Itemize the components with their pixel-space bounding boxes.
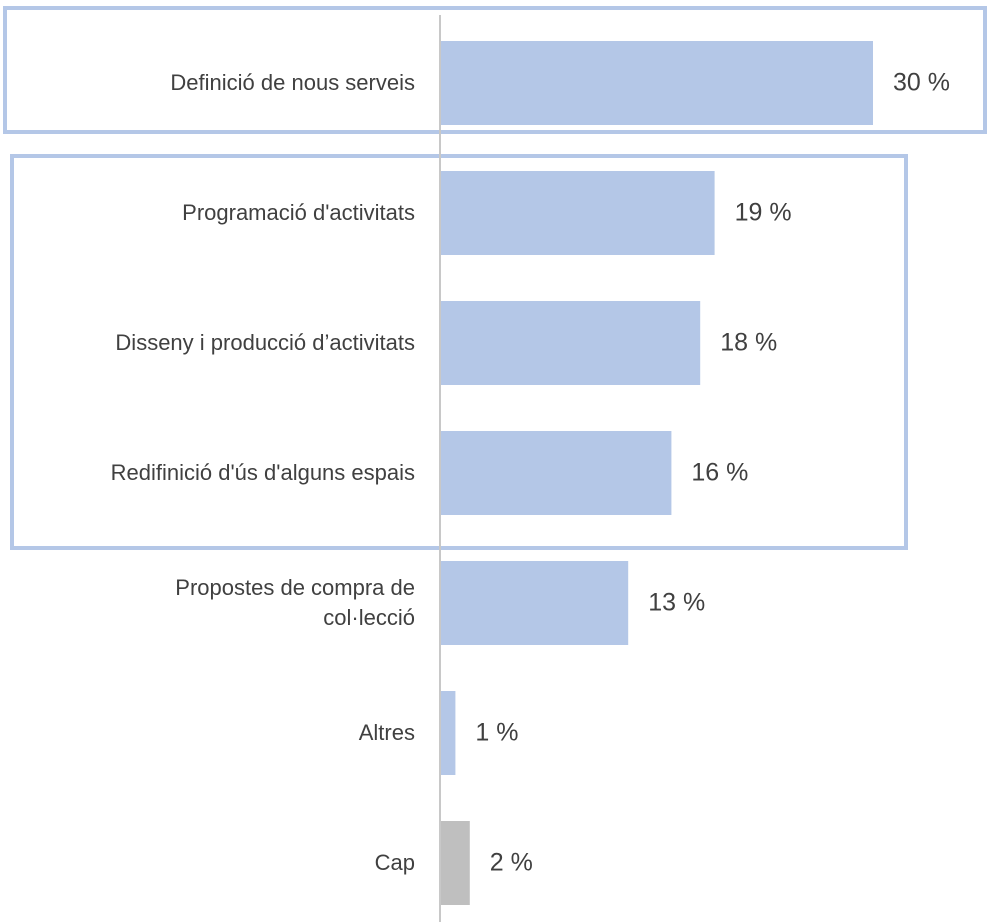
value-label: 30 % bbox=[893, 68, 950, 97]
category-label: Cap bbox=[374, 850, 415, 875]
bar bbox=[441, 691, 456, 775]
value-label: 16 % bbox=[691, 458, 749, 487]
category-label: Propostes de compra de col·lecció bbox=[175, 575, 415, 630]
value-label: 19 % bbox=[734, 198, 792, 227]
value-label: 18 % bbox=[720, 328, 778, 357]
bar bbox=[441, 821, 470, 905]
bar bbox=[441, 301, 701, 385]
category-label: Definició de nous serveis bbox=[170, 70, 415, 95]
bar bbox=[441, 561, 629, 645]
category-label: Programació d'activitats bbox=[182, 200, 415, 225]
value-label: 2 % bbox=[489, 848, 533, 877]
category-label: Redifinició d'ús d'alguns espais bbox=[110, 460, 415, 485]
bar bbox=[441, 431, 672, 515]
value-label: 1 % bbox=[475, 718, 519, 747]
value-label: 13 % bbox=[648, 588, 706, 617]
highlight-frame bbox=[10, 154, 908, 550]
category-label: Disseny i producció d’activitats bbox=[115, 330, 415, 355]
bar bbox=[441, 41, 873, 125]
category-label: Altres bbox=[358, 720, 415, 745]
highlight-frame bbox=[3, 6, 987, 134]
bar bbox=[441, 171, 715, 255]
